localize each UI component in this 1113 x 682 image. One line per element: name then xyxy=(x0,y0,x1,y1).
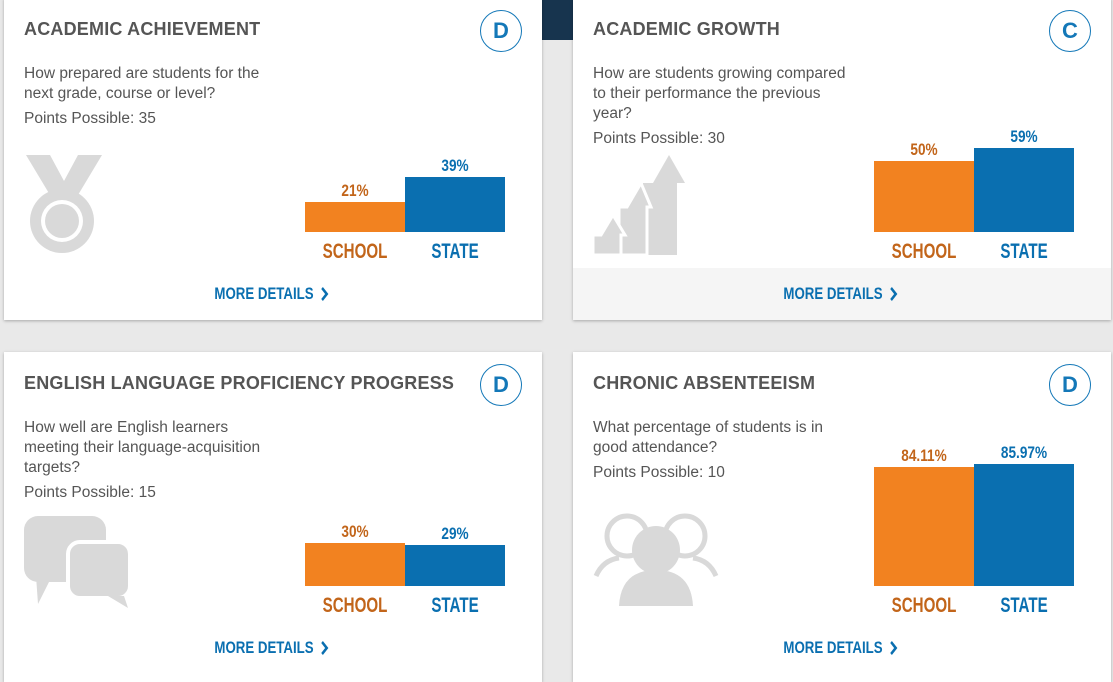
school-category-label: SCHOOL xyxy=(891,594,957,617)
card-footer: MORE DETAILS xyxy=(573,268,1111,320)
chevron-right-icon xyxy=(890,286,898,302)
state-bar xyxy=(405,177,505,232)
state-category-label: STATE xyxy=(1000,240,1048,263)
state-value-label: 85.97% xyxy=(1000,443,1048,462)
state-category-label: STATE xyxy=(431,594,479,617)
points-possible: Points Possible: 30 xyxy=(593,130,725,147)
grade-badge: C xyxy=(1049,10,1091,52)
more-details-label: MORE DETAILS xyxy=(783,284,884,303)
state-value-label: 29% xyxy=(441,524,469,543)
chevron-right-icon xyxy=(321,286,329,302)
card-title: ACADEMIC ACHIEVEMENT xyxy=(24,19,261,39)
school-category-label: SCHOOL xyxy=(322,594,388,617)
card-footer: MORE DETAILS xyxy=(4,268,542,320)
school-value-label: 30% xyxy=(341,522,369,541)
school-category-label: SCHOOL xyxy=(891,240,957,263)
growth-arrows-icon xyxy=(591,153,693,260)
card-question: What percentage of students is in good a… xyxy=(593,418,853,483)
card-chronic-absenteeism: CHRONIC ABSENTEEISM D What percentage of… xyxy=(573,352,1111,682)
speech-bubbles-icon xyxy=(24,516,134,613)
card-question: How prepared are students for the next g… xyxy=(24,64,284,129)
more-details-label: MORE DETAILS xyxy=(783,638,884,657)
card-english-language-proficiency-progress: ENGLISH LANGUAGE PROFICIENCY PROGRESS D … xyxy=(4,352,542,682)
more-details-link[interactable]: MORE DETAILS xyxy=(784,284,900,304)
card-academic-achievement: ACADEMIC ACHIEVEMENT D How prepared are … xyxy=(4,0,542,320)
question-text: How prepared are students for the next g… xyxy=(24,65,260,102)
school-bar xyxy=(305,202,405,232)
state-value-label: 39% xyxy=(441,156,469,175)
card-footer: MORE DETAILS xyxy=(573,622,1111,674)
people-group-icon xyxy=(593,506,719,615)
points-possible: Points Possible: 15 xyxy=(24,484,156,501)
school-value-label: 21% xyxy=(341,181,369,200)
grade-badge: D xyxy=(480,364,522,406)
chevron-right-icon xyxy=(890,640,898,656)
more-details-label: MORE DETAILS xyxy=(214,638,315,657)
state-bar xyxy=(974,464,1074,586)
points-possible: Points Possible: 10 xyxy=(593,464,725,481)
card-footer: MORE DETAILS xyxy=(4,622,542,674)
medal-icon xyxy=(24,153,104,260)
header-strip xyxy=(542,0,573,40)
question-text: How well are English learners meeting th… xyxy=(24,419,261,476)
card-question: How well are English learners meeting th… xyxy=(24,418,284,503)
state-category-label: STATE xyxy=(431,240,479,263)
chevron-right-icon xyxy=(321,640,329,656)
school-category-label: SCHOOL xyxy=(322,240,388,263)
card-title: ACADEMIC GROWTH xyxy=(593,19,780,39)
more-details-link[interactable]: MORE DETAILS xyxy=(215,638,331,658)
school-bar xyxy=(305,543,405,586)
school-bar xyxy=(874,467,974,586)
question-text: What percentage of students is in good a… xyxy=(593,419,824,456)
question-text: How are students growing compared to the… xyxy=(593,65,846,122)
state-value-label: 59% xyxy=(1010,127,1038,146)
school-value-label: 84.11% xyxy=(901,446,947,465)
card-title: ENGLISH LANGUAGE PROFICIENCY PROGRESS xyxy=(24,373,455,393)
more-details-link[interactable]: MORE DETAILS xyxy=(215,284,331,304)
card-title: CHRONIC ABSENTEEISM xyxy=(593,373,816,393)
school-value-label: 50% xyxy=(910,140,938,159)
grade-badge: D xyxy=(1049,364,1091,406)
state-bar xyxy=(974,148,1074,232)
card-academic-growth: ACADEMIC GROWTH C How are students growi… xyxy=(573,0,1111,320)
school-bar xyxy=(874,161,974,232)
state-bar xyxy=(405,545,505,586)
points-possible: Points Possible: 35 xyxy=(24,110,156,127)
more-details-link[interactable]: MORE DETAILS xyxy=(784,638,900,658)
state-category-label: STATE xyxy=(1000,594,1048,617)
grade-badge: D xyxy=(480,10,522,52)
card-question: How are students growing compared to the… xyxy=(593,64,853,149)
more-details-label: MORE DETAILS xyxy=(214,284,315,303)
